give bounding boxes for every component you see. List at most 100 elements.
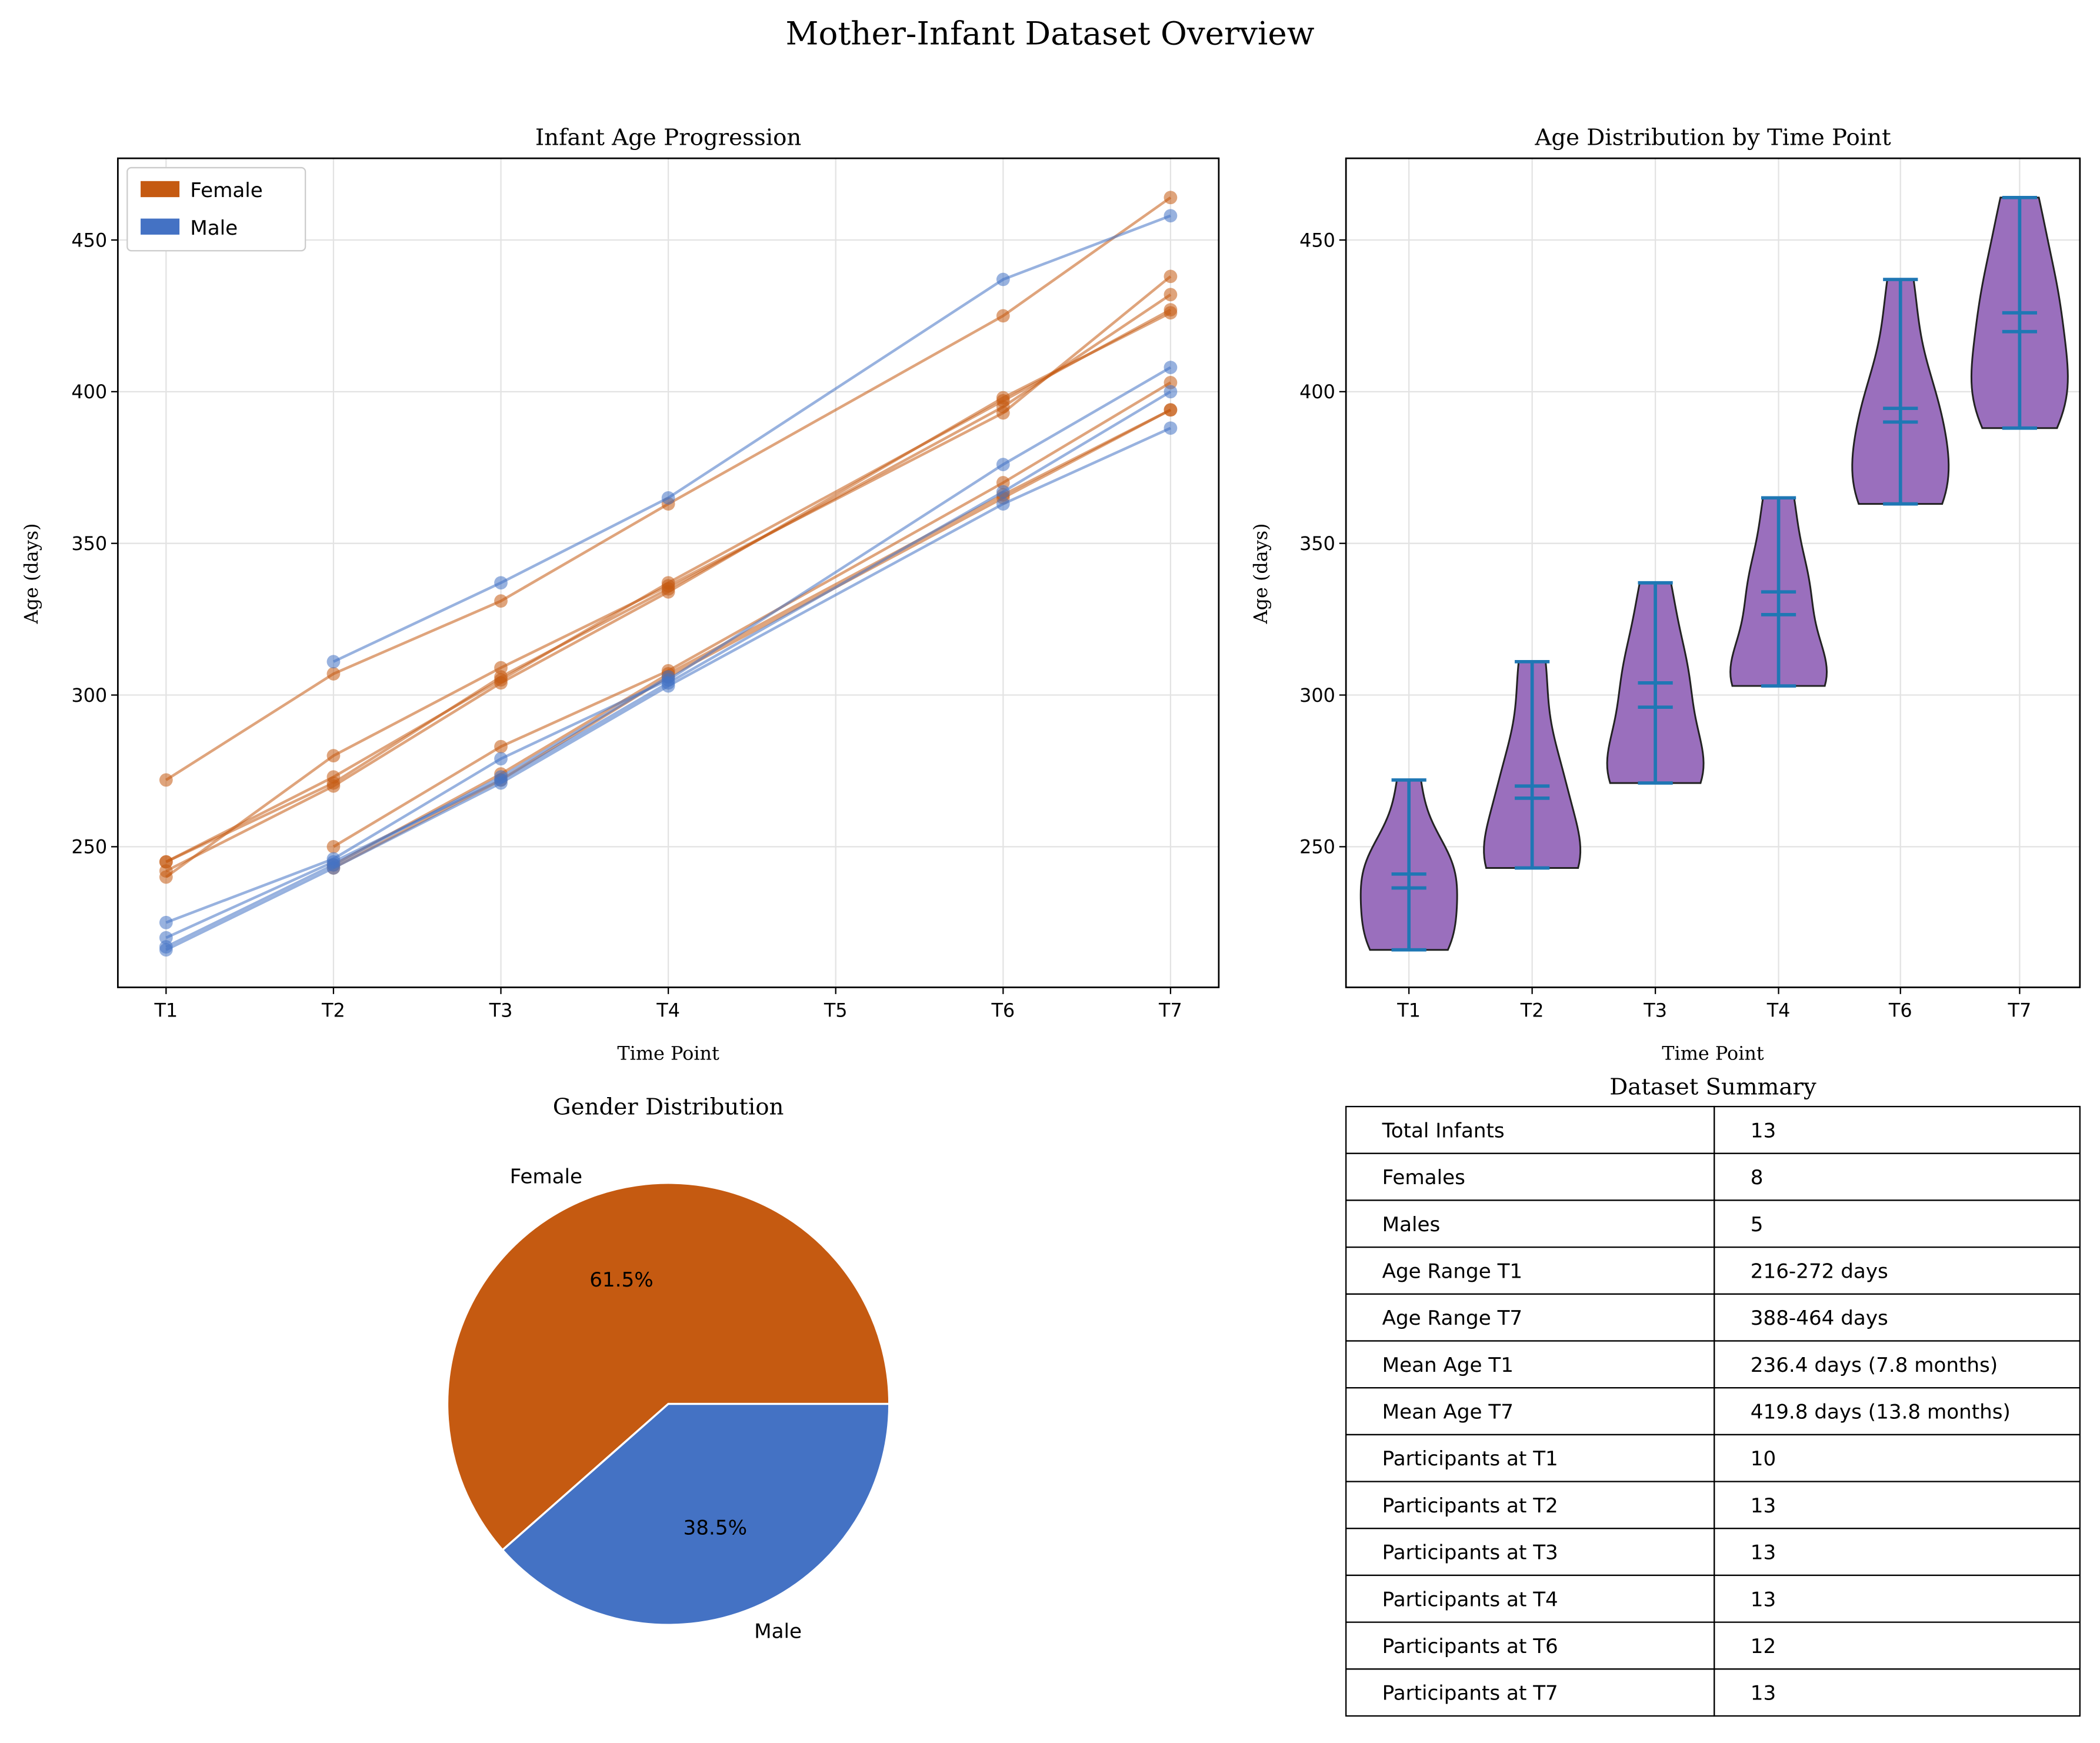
violin-chart-ytick-label: 250 — [1299, 836, 1335, 858]
line-chart: Infant Age Progression Time Point Age (d… — [20, 124, 1220, 1064]
data-point — [326, 655, 341, 669]
table-cell-label: Females — [1382, 1166, 1465, 1189]
data-point — [661, 679, 675, 693]
table-cell — [1714, 1387, 2081, 1436]
line-chart-ytick-label: 400 — [71, 381, 107, 403]
series-line-female — [165, 308, 1171, 864]
violin-chart-xtick-label: T6 — [1888, 999, 1912, 1022]
table-row: Males 5 — [1345, 1199, 2081, 1248]
table-cell-value: 419.8 days (13.8 months) — [1751, 1401, 2011, 1424]
data-point — [326, 776, 341, 790]
table-row: Participants at T3 13 — [1345, 1528, 2081, 1577]
data-point — [996, 272, 1010, 286]
pie-chart-title: Gender Distribution — [553, 1094, 784, 1121]
table-cell-label: Participants at T2 — [1382, 1494, 1558, 1518]
pie-chart: Gender Distribution Female 61.5% Male 38.5% — [446, 1094, 891, 1643]
data-point — [494, 594, 508, 608]
table-cell-value: 13 — [1751, 1682, 1776, 1705]
legend: Female Male — [126, 166, 306, 252]
series-line-female — [332, 408, 1171, 866]
violin-chart-xtick-label: T7 — [2008, 999, 2032, 1022]
legend-label-female: Female — [190, 179, 262, 202]
table-title: Dataset Summary — [1609, 1074, 1816, 1101]
table-cell-value: 13 — [1751, 1588, 1776, 1611]
table-cell — [1714, 1528, 2081, 1577]
violin-chart-xtick-label: T1 — [1396, 999, 1421, 1022]
table-row: Mean Age T1 236.4 days (7.8 months) — [1345, 1340, 2081, 1389]
data-point — [326, 667, 341, 681]
table-cell — [1345, 1293, 1715, 1342]
summary-table: Dataset Summary Total Infants 13 Females 8 M… — [1345, 1074, 2081, 1717]
pie-slice-male — [501, 1402, 891, 1626]
figure-title: Mother-Infant Dataset Overview — [786, 15, 1315, 52]
table-row: Age Range T1 216-272 days — [1345, 1247, 2081, 1295]
table-cell-value: 5 — [1751, 1213, 1764, 1237]
series-line-male — [165, 675, 669, 948]
line-chart-ytick-label: 350 — [71, 532, 107, 555]
pie-slice-female — [446, 1182, 891, 1552]
table-cell-label: Participants at T7 — [1382, 1682, 1558, 1705]
table-row: Participants at T1 10 — [1345, 1434, 2081, 1482]
data-point — [494, 576, 508, 590]
pie-percent-male: 38.5% — [684, 1517, 747, 1540]
line-chart-ytick-label: 300 — [71, 684, 107, 706]
table-cell-value: 13 — [1751, 1541, 1776, 1565]
violin-chart-ytick-label: 350 — [1299, 532, 1335, 555]
data-point — [159, 943, 173, 957]
series-line-male — [165, 390, 1172, 939]
table-cell-label: Mean Age T7 — [1382, 1401, 1514, 1424]
series-line-female — [165, 275, 1172, 878]
data-point — [996, 400, 1010, 414]
line-chart-ytick-label: 450 — [71, 229, 107, 251]
violin-chart-xlabel: Time Point — [1662, 1042, 1764, 1064]
table-cell-value: 12 — [1751, 1635, 1776, 1658]
violin-chart-ytick-label: 400 — [1299, 381, 1335, 403]
table-cell-label: Participants at T1 — [1382, 1447, 1558, 1471]
series-line-female — [165, 196, 1172, 781]
table-cell-label: Participants at T6 — [1382, 1635, 1558, 1658]
table-cell-label: Participants at T4 — [1382, 1588, 1558, 1611]
data-point — [1164, 269, 1178, 284]
table-cell-label: Males — [1382, 1213, 1441, 1237]
table-cell-label: Total Infants — [1382, 1119, 1505, 1142]
table-cell — [1714, 1668, 2081, 1717]
table-row: Participants at T2 13 — [1345, 1481, 2081, 1529]
pie-percent-female: 61.5% — [589, 1268, 653, 1292]
legend-label-male: Male — [190, 216, 238, 240]
data-point — [494, 776, 508, 790]
line-chart-xtick-label: T4 — [656, 999, 680, 1022]
table-cell-value: 13 — [1751, 1494, 1776, 1518]
data-point — [1164, 421, 1178, 435]
line-chart-xlabel: Time Point — [617, 1042, 719, 1064]
violin-chart-xtick-label: T3 — [1643, 999, 1667, 1022]
data-point — [159, 870, 173, 884]
violin-chart-frame — [1345, 157, 2081, 988]
table-row: Participants at T7 13 — [1345, 1668, 2081, 1717]
table-cell — [1345, 1528, 1715, 1577]
data-point — [1164, 209, 1178, 223]
series-line-male — [165, 426, 1171, 951]
table-cell-label: Mean Age T1 — [1382, 1354, 1514, 1377]
data-point — [159, 855, 173, 869]
data-point — [159, 915, 173, 929]
table-cell — [1345, 1247, 1715, 1295]
data-point — [1164, 403, 1178, 417]
table-cell-value: 8 — [1751, 1166, 1764, 1189]
table-cell — [1345, 1481, 1715, 1529]
data-point — [661, 582, 675, 596]
line-chart-ytick-label: 250 — [71, 836, 107, 858]
line-chart-xtick-label: T3 — [489, 999, 513, 1022]
data-point — [326, 839, 341, 854]
table-cell — [1714, 1152, 2081, 1201]
table-cell-label: Age Range T7 — [1382, 1307, 1523, 1330]
line-chart-xtick-label: T1 — [154, 999, 178, 1022]
series-line-female — [165, 293, 1172, 864]
pie-label-male: Male — [754, 1619, 802, 1643]
violin-chart-xtick-label: T2 — [1520, 999, 1544, 1022]
table-cell — [1714, 1574, 2081, 1623]
line-chart-xtick-label: T5 — [824, 999, 848, 1022]
table-cell — [1345, 1152, 1715, 1201]
table-cell — [1345, 1621, 1715, 1670]
table-row: Mean Age T7 419.8 days (13.8 months) — [1345, 1387, 2081, 1436]
data-point — [996, 458, 1010, 471]
